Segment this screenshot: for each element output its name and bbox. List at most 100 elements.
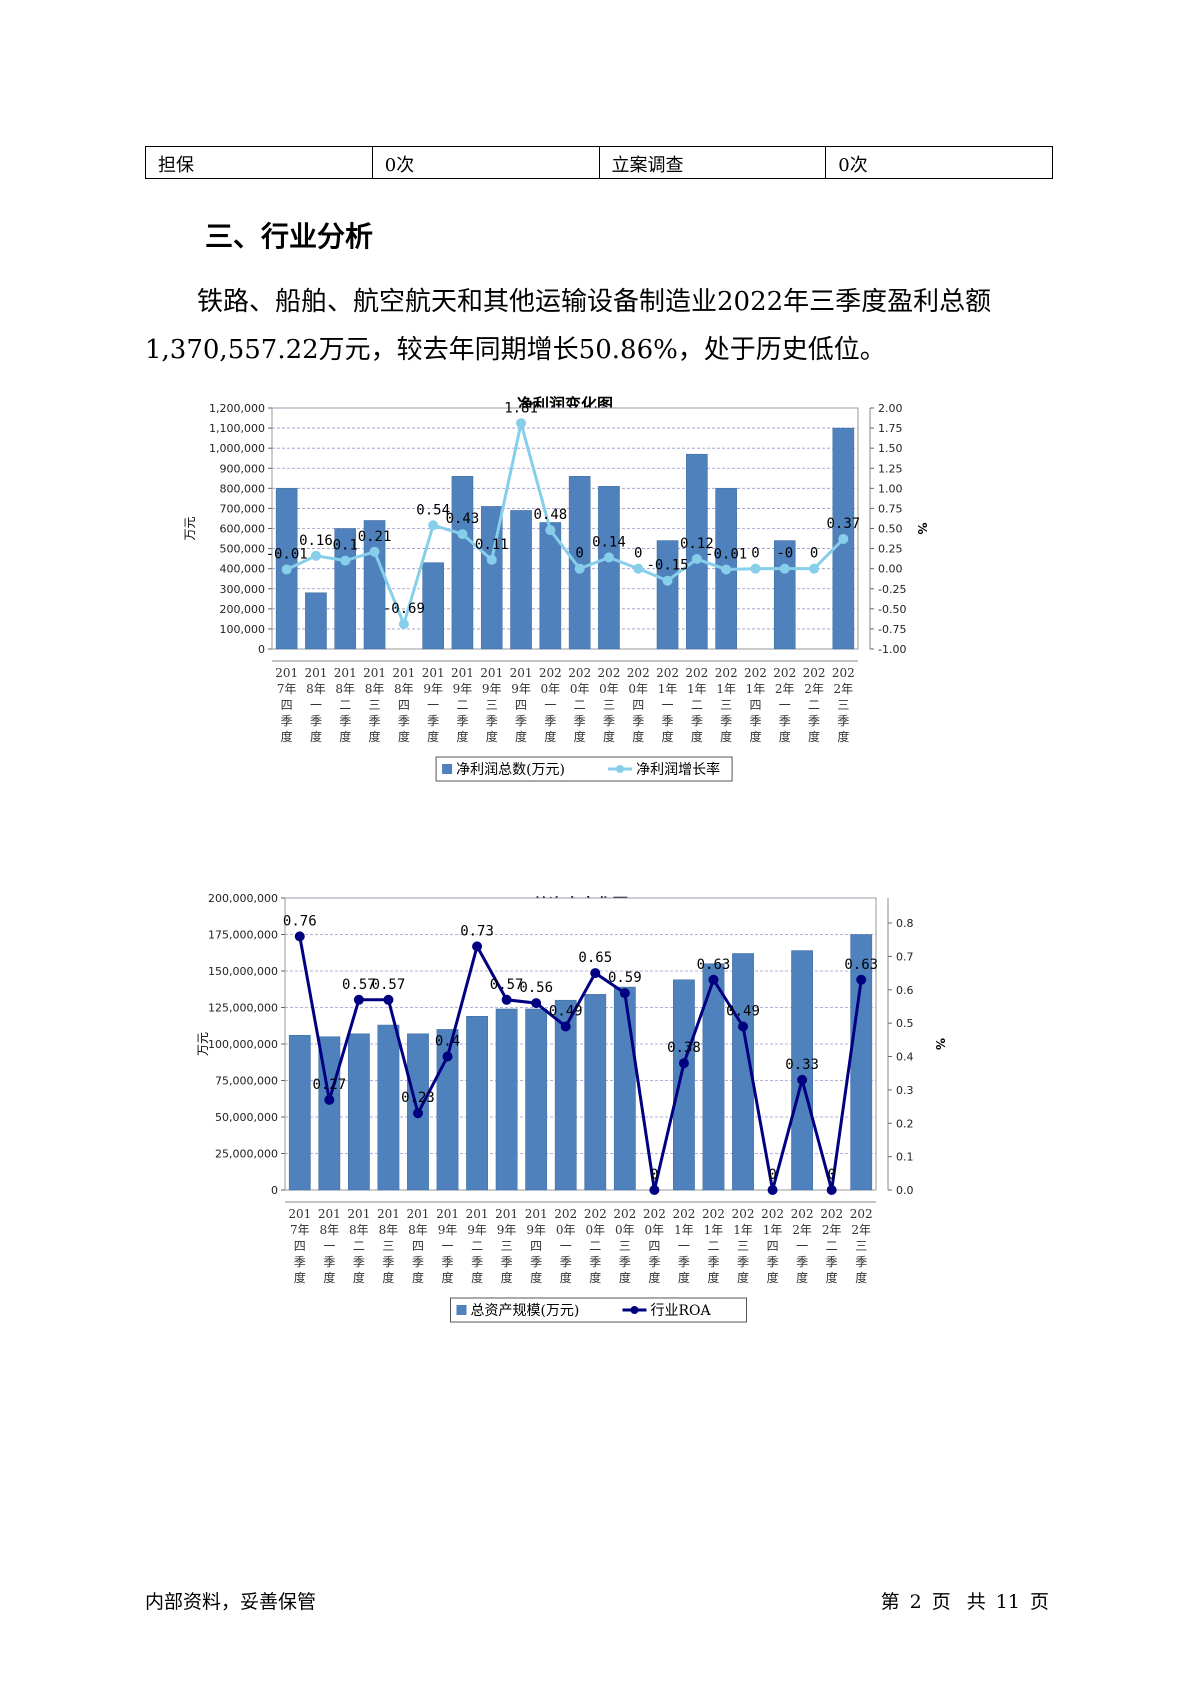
x-tick-label: 四 xyxy=(749,698,761,712)
data-label: 0.11 xyxy=(475,537,509,553)
data-label: 0.57 xyxy=(372,977,406,993)
footer-confidential: 内部资料，妥善保管 xyxy=(145,1591,317,1613)
bar xyxy=(466,1016,488,1191)
x-tick-label: 度 xyxy=(369,729,381,744)
y-tick-label-right: 0.4 xyxy=(896,1051,914,1064)
bar xyxy=(422,562,444,650)
x-tick-label: 0年 xyxy=(570,682,590,696)
y-tick-label-left: 900,000 xyxy=(220,462,266,475)
x-tick-label: 9年 xyxy=(453,682,473,696)
bar xyxy=(568,476,591,650)
x-tick-label: 度 xyxy=(310,729,322,744)
data-label: 0 xyxy=(827,1167,835,1183)
legend-box xyxy=(449,1297,747,1323)
legend-line-label: 净利润增长率 xyxy=(636,761,720,778)
y-tick-label-right: -0.75 xyxy=(878,623,906,636)
x-tick-label: 季 xyxy=(310,714,322,728)
data-label: 0 xyxy=(751,546,759,562)
x-tick-label: 季 xyxy=(707,1255,719,1269)
x-tick-label: 202 xyxy=(539,666,562,680)
bar xyxy=(791,950,814,1191)
x-tick-label: 201 xyxy=(422,666,445,680)
x-tick-label: 202 xyxy=(627,666,650,680)
data-label: -0 xyxy=(776,546,793,562)
x-tick-label: 季 xyxy=(530,1255,542,1269)
bar xyxy=(305,592,327,650)
x-tick-label: 2年 xyxy=(804,682,824,696)
y-tick-label-left: 175,000,000 xyxy=(208,929,278,942)
x-tick-label: 度 xyxy=(837,729,849,744)
x-tick-label: 202 xyxy=(732,1207,755,1221)
x-tick-label: 季 xyxy=(808,714,820,728)
x-tick-label: 度 xyxy=(412,1270,424,1285)
x-tick-label: 201 xyxy=(451,666,474,680)
x-tick-label: 三 xyxy=(486,698,498,712)
table-cell: 担保 xyxy=(145,146,373,179)
data-label: 0.38 xyxy=(667,1040,701,1056)
x-tick-label: 四 xyxy=(412,1239,424,1253)
x-tick-label: 9年 xyxy=(438,1223,458,1237)
x-tick-label: 二 xyxy=(471,1239,483,1253)
line-point xyxy=(457,529,468,540)
x-tick-label: 一 xyxy=(779,698,791,712)
x-tick-label: 季 xyxy=(589,1255,601,1269)
line-point xyxy=(574,563,585,574)
line-point xyxy=(838,533,849,544)
line-point xyxy=(531,998,542,1009)
x-tick-label: 201 xyxy=(334,666,357,680)
x-tick-label: 9年 xyxy=(467,1223,487,1237)
x-tick-label: 度 xyxy=(486,729,498,744)
x-tick-label: 202 xyxy=(773,666,796,680)
section-title: 三、行业分析 xyxy=(205,220,374,253)
x-tick-label: 9年 xyxy=(497,1223,517,1237)
y-tick-label-right: 0.1 xyxy=(896,1151,914,1164)
line-point xyxy=(662,575,673,586)
x-tick-label: 季 xyxy=(720,714,732,728)
x-tick-label: 度 xyxy=(456,729,468,744)
bar xyxy=(732,953,754,1191)
x-tick-label: 度 xyxy=(339,729,351,744)
line-point xyxy=(826,1185,837,1195)
x-tick-label: 201 xyxy=(436,1207,459,1221)
page-prefix: 第 xyxy=(880,1591,900,1613)
bar xyxy=(347,1033,370,1191)
data-label: -0.01 xyxy=(705,546,747,562)
x-tick-label: 三 xyxy=(837,698,849,712)
x-tick-label: 202 xyxy=(584,1207,607,1221)
x-tick-label: 三 xyxy=(619,1239,631,1253)
data-label: 0.16 xyxy=(299,533,333,549)
y-axis-label-right: % xyxy=(915,522,929,534)
x-tick-label: 季 xyxy=(691,714,703,728)
x-tick-label: 0年 xyxy=(645,1223,665,1237)
x-tick-label: 度 xyxy=(382,1270,394,1285)
y-tick-label-left: 75,000,000 xyxy=(215,1075,278,1088)
x-tick-label: 三 xyxy=(369,698,381,712)
line-point xyxy=(560,1021,571,1032)
x-tick-label: 四 xyxy=(648,1239,660,1253)
y-axis-label-left: 万元 xyxy=(196,1032,210,1056)
page-num: 2 xyxy=(909,1591,922,1613)
x-tick-label: 季 xyxy=(826,1255,838,1269)
line-point xyxy=(603,552,614,563)
data-label: 0.73 xyxy=(460,923,494,939)
x-tick-label: 季 xyxy=(398,714,410,728)
x-tick-label: 8年 xyxy=(408,1223,428,1237)
x-tick-label: 8年 xyxy=(379,1223,399,1237)
data-label: 0.48 xyxy=(533,507,567,523)
x-tick-label: 季 xyxy=(574,714,586,728)
x-tick-label: 三 xyxy=(737,1239,749,1253)
x-tick-label: 201 xyxy=(318,1207,341,1221)
x-tick-label: 9年 xyxy=(482,682,502,696)
x-tick-label: 四 xyxy=(281,698,293,712)
x-tick-label: 度 xyxy=(779,729,791,744)
total-assets-chart: 总资产变化图025,000,00050,000,00075,000,000100… xyxy=(170,890,1050,1350)
total-num: 11 xyxy=(995,1591,1020,1613)
line-point xyxy=(649,1185,660,1195)
y-tick-label-left: 1,100,000 xyxy=(209,422,265,435)
x-tick-label: 度 xyxy=(749,729,761,744)
x-tick-label: 0年 xyxy=(541,682,561,696)
x-tick-label: 度 xyxy=(353,1270,365,1285)
legend-bar-label: 总资产规模(万元) xyxy=(470,1303,579,1319)
x-tick-label: 季 xyxy=(779,714,791,728)
x-tick-label: 度 xyxy=(826,1270,838,1285)
